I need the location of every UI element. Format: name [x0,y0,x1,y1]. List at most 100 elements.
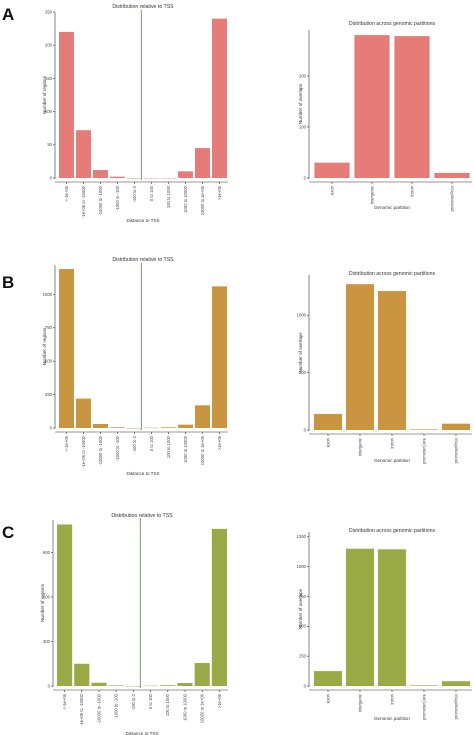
tss-2-x-label: Distance to TSS [125,731,158,735]
tss-2-x-tick-label: >1e+06 [217,693,222,708]
tss-2-bar [194,663,210,686]
partition-0-y-tick-label: 0 [304,175,307,180]
tss-1-bar [93,423,108,428]
partition-2-y-label: Number of overlaps [298,588,303,629]
tss-1-title: Distribution relative to TSS [112,257,174,263]
tss-1-bar [59,269,74,428]
tss-2-x-tick-label: -100 to 0 [131,693,136,710]
tss-0-y-tick-label: 100 [45,109,53,114]
tss-0-bar [93,170,108,178]
partition-0-y-tick-label: 200 [299,73,307,78]
tss-2-bar [160,685,176,686]
partition-2-x-tick-label: promoterProx [453,693,458,719]
tss-0-x-tick-label: -1e+06 to -10000 [81,185,86,218]
tss-0-bar [195,148,210,178]
partition-1-chart: Distribution across genomic partitions 0 5… [297,271,472,464]
tss-0-bar [76,130,91,178]
partition-0-y-label: Number of overlaps [298,83,303,124]
tss-1-bar [212,286,227,428]
tss-0-y-tick-label: 150 [45,76,53,81]
tss-2-bar [91,682,107,686]
partition-2-x-tick-label: promoterCore [421,693,426,720]
partition-0-bar [434,172,470,178]
partition-2-y-tick-label: 750 [299,594,307,599]
partition-2-bar [377,549,407,686]
tss-0-x-tick-label: >1e+06 [217,185,222,200]
partition-0-x-label: Genomic partition [374,205,410,210]
tss-1-x-tick-label: 100 to 1000 [166,435,171,458]
partition-1-x-tick-label: intron [389,437,394,448]
tss-2-bar [108,685,124,686]
tss-1-x-tick-label: 0 to 100 [149,435,154,451]
partition-1-y-tick-label: 1000 [297,313,307,318]
tss-2-y-tick-label: 300 [43,639,51,644]
partition-0-x-tick-label: promoterProx [449,185,454,211]
tss-1-x-tick-label: 10000 to 1e+06 [200,435,205,465]
partition-0-x-tick-label: exon [329,185,334,195]
tss-0-x-tick-label: 100 to 1000 [166,185,171,208]
tss-0-x-tick-label: -100 to 0 [132,185,137,202]
partition-0-bar [394,36,430,178]
tss-0-y-tick-label: 200 [45,43,53,48]
tss-1-bar [110,427,125,428]
tss-2-title: Distribution relative to TSS [111,513,173,519]
tss-1-x-tick-label: <-1e+06 [64,435,69,451]
tss-1-y-label: Number of regions [42,327,47,365]
partition-0-bar [314,162,350,178]
partition-2-title: Distribution across genomic partitions [349,528,436,534]
partition-2-x-label: Genomic partition [374,716,410,721]
partition-1-x-tick-label: promoterProx [453,437,458,463]
tss-0-bar [59,31,74,179]
partition-2-bar [345,548,375,686]
tss-1-y-tick-label: 250 [45,392,53,397]
tss-1-x-tick-label: -10000 to -1000 [98,435,103,465]
partition-0-x-tick-label: intron [409,185,414,196]
partition-2-bar [313,671,343,686]
tss-1-bar [161,427,176,428]
partition-1-bar [313,413,343,430]
tss-2-y-tick-label: 900 [43,550,51,555]
tss-0-x-label: Distance to TSS [126,218,159,223]
partition-2-chart: Distribution across genomic partitions 0 2… [297,528,472,721]
tss-1-chart: Distribution relative to TSS 0 250 500 750 10… [42,257,228,476]
partition-0-chart: Distribution across genomic partitions 0 1… [298,21,472,211]
partition-1-bar [377,291,407,430]
tss-1-x-tick-label: 1000 to 10000 [183,435,188,462]
partition-2-bar [441,681,471,686]
partition-1-bar [345,284,375,430]
tss-1-x-tick-label: >1e+06 [217,435,222,450]
panel-letter: A [2,5,14,24]
tss-2-x-tick-label: 100 to 1000 [165,693,170,716]
partition-2-x-tick-label: exon [325,693,330,703]
partition-2-y-tick-label: 1000 [297,564,307,569]
tss-2-x-tick-label: <-1e+06 [62,693,67,709]
tss-0-bar [212,18,227,178]
tss-2-x-tick-label: 0 to 100 [148,693,153,709]
tss-2-x-tick-label: -1e+06 to -10000 [79,693,84,726]
partition-2-x-tick-label: intron [389,693,394,704]
tss-2-bar [177,683,193,686]
partition-1-title: Distribution across genomic partitions [349,271,436,277]
tss-0-y-tick-label: 0 [50,175,53,180]
tss-2-y-tick-label: 0 [48,683,51,688]
partition-1-x-tick-label: exon [325,437,330,447]
partition-1-y-label: Number of overlaps [298,332,303,373]
partition-2-x-tick-label: intergenic [357,694,362,712]
tss-2-chart: Distribution relative to TSS 0 300 600 900 <-… [40,513,228,735]
tss-1-x-tick-label: -100 to 0 [132,435,137,452]
tss-2-x-tick-label: 1000 to 10000 [182,693,187,720]
tss-2-x-tick-label: 10000 to 1e+06 [200,693,205,723]
tss-0-bar [178,171,193,178]
partition-2-y-tick-label: 0 [304,683,307,688]
tss-0-chart: Distribution relative to TSS 0 50 100 150 200… [42,4,228,223]
tss-0-x-tick-label: 0 to 100 [149,185,154,201]
tss-2-y-tick-label: 600 [43,594,51,599]
tss-2-bar [211,528,227,686]
tss-1-y-tick-label: 500 [45,359,53,364]
tss-0-y-tick-label: 250 [45,9,53,14]
partition-1-x-label: Genomic partition [374,458,410,463]
tss-1-bar [178,424,193,428]
partition-2-y-tick-label: 500 [299,624,307,629]
tss-1-x-tick-label: -1e+06 to -10000 [81,435,86,468]
tss-0-y-label: Number of regions [42,75,47,113]
